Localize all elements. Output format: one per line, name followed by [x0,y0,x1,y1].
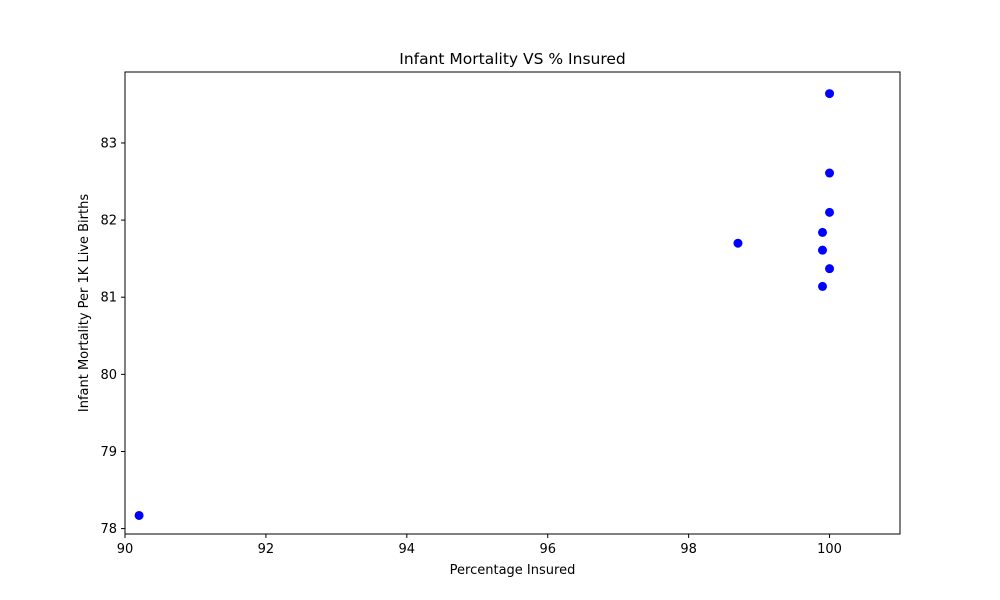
data-point [825,207,835,217]
x-axis-ticks: 90 92 94 96 98 100 [117,534,842,557]
y-tick-label: 82 [100,214,117,229]
x-tick-label: 94 [399,542,416,557]
y-tick-label: 81 [100,291,117,306]
x-tick-label: 90 [117,542,134,557]
data-point [818,281,827,291]
x-tick-label: 92 [258,542,275,557]
y-axis-ticks: 78 79 80 81 82 83 [100,136,125,537]
y-tick-label: 79 [100,445,117,460]
y-axis-label: Infant Mortality Per 1K Live Births [77,194,92,412]
data-points [134,89,835,520]
plot-area-frame [124,71,901,535]
data-point [818,245,827,255]
data-point [825,264,835,274]
data-point [825,168,835,178]
y-tick-label: 83 [100,136,117,151]
data-point [825,89,835,99]
data-point [733,238,743,248]
chart-title: Infant Mortality VS % Insured [399,50,626,68]
x-tick-label: 96 [539,542,556,557]
data-point [134,510,144,520]
data-point [818,227,827,237]
x-axis-label: Percentage Insured [450,563,576,578]
y-tick-label: 78 [100,522,117,537]
y-tick-label: 80 [100,368,117,383]
x-tick-label: 100 [817,542,842,557]
x-tick-label: 98 [680,542,697,557]
